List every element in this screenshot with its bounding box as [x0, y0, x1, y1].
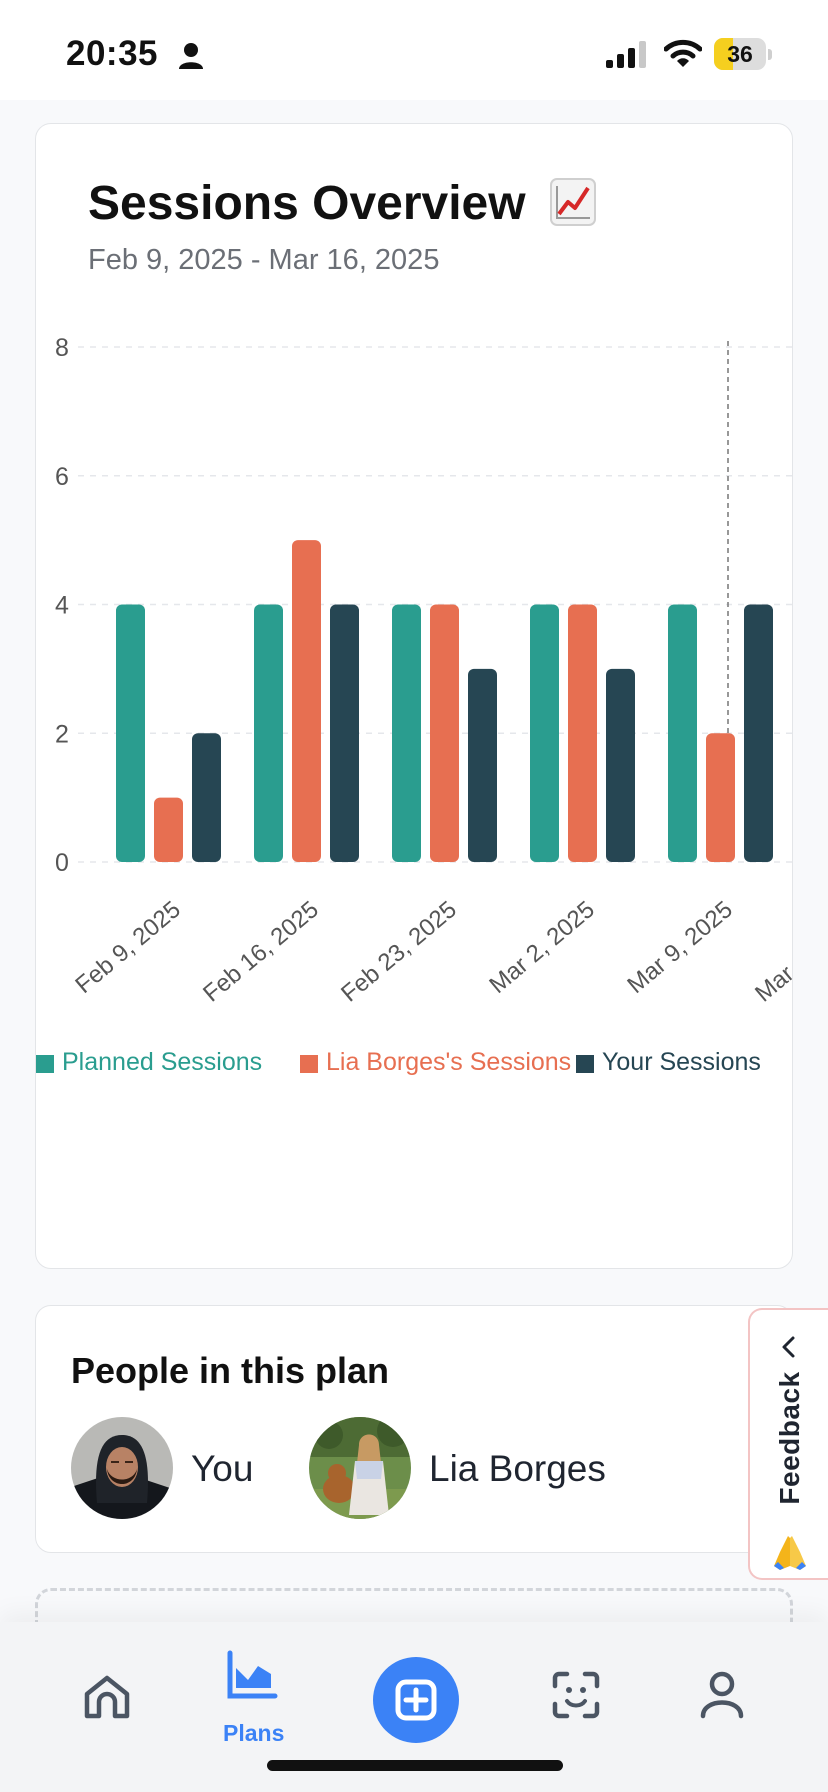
x-tick-label: Mar 2, 2025: [484, 896, 599, 999]
status-time: 20:35: [66, 34, 159, 73]
sessions-overview-card: 0 2 4 6 8 Feb 9, 2025 Feb 16, 2025 Feb 23, 2025…: [35, 123, 793, 1269]
y-tick-label: 8: [55, 334, 69, 362]
tab-scan[interactable]: [551, 1670, 601, 1720]
y-tick-label: 2: [55, 720, 69, 748]
battery-icon: 36: [714, 38, 772, 70]
x-tick-label: Mar 16, 2025: [750, 896, 793, 1008]
avatar-you[interactable]: [71, 1417, 173, 1519]
x-tick-label: Feb 16, 2025: [198, 896, 324, 1008]
x-tick-label: Feb 23, 2025: [336, 896, 462, 1008]
bar: [254, 604, 283, 862]
folded-hands-emoji: [774, 1536, 806, 1570]
plus-square-icon: [395, 1679, 437, 1721]
bar: [192, 733, 221, 862]
tab-home[interactable]: [82, 1672, 132, 1722]
bar: [568, 604, 597, 862]
bar: [430, 604, 459, 862]
face-scan-icon: [552, 1671, 600, 1719]
person-icon: [179, 43, 203, 69]
status-bar: 20:35 36: [0, 0, 828, 100]
bar: [392, 604, 421, 862]
bar: [468, 668, 497, 862]
bar: [744, 604, 773, 862]
tab-plans[interactable]: [226, 1650, 278, 1700]
tab-add[interactable]: [373, 1657, 459, 1743]
feedback-tab[interactable]: Feedback: [748, 1308, 828, 1580]
y-tick-label: 6: [55, 463, 69, 491]
battery-level: 36: [727, 41, 753, 67]
chart-icon: [227, 1650, 278, 1699]
bar: [606, 668, 635, 862]
bar: [116, 604, 145, 862]
person-name-lia-borges[interactable]: Lia Borges: [429, 1448, 606, 1489]
avatar-lia-borges[interactable]: [309, 1417, 411, 1519]
bar: [154, 797, 183, 862]
tab-plans-label[interactable]: Plans: [223, 1720, 285, 1746]
bar: [330, 604, 359, 862]
bar: [530, 604, 559, 862]
sessions-chart[interactable]: 0 2 4 6 8 Feb 9, 2025 Feb 16, 2025 Feb 23, 2025…: [36, 124, 793, 1269]
people-card: People in this plan You Lia Borges: [35, 1305, 793, 1553]
tab-profile[interactable]: [697, 1670, 747, 1720]
home-icon: [84, 1675, 130, 1719]
chevron-left-icon: [782, 1336, 795, 1358]
x-tick-label: Feb 9, 2025: [70, 896, 185, 999]
cellular-signal-icon: [606, 41, 646, 68]
chart-title: Sessions Overview: [88, 177, 526, 230]
bar: [668, 604, 697, 862]
people-title: People in this plan: [71, 1350, 390, 1391]
wifi-icon: [664, 39, 702, 67]
user-icon: [700, 1671, 744, 1719]
person-name-you[interactable]: You: [191, 1448, 254, 1489]
chart-legend: Planned Sessions Lia Borges's Sessions Y…: [36, 1044, 792, 1080]
bar: [292, 540, 321, 862]
bar: [706, 733, 735, 862]
home-indicator: [267, 1760, 563, 1771]
feedback-label: Feedback: [774, 1371, 805, 1505]
chart-increasing-emoji: [550, 178, 596, 226]
x-tick-label: Mar 9, 2025: [622, 896, 737, 999]
chart-date-range: Feb 9, 2025 - Mar 16, 2025: [88, 244, 440, 276]
y-tick-label: 0: [55, 849, 69, 877]
y-tick-label: 4: [55, 592, 69, 620]
